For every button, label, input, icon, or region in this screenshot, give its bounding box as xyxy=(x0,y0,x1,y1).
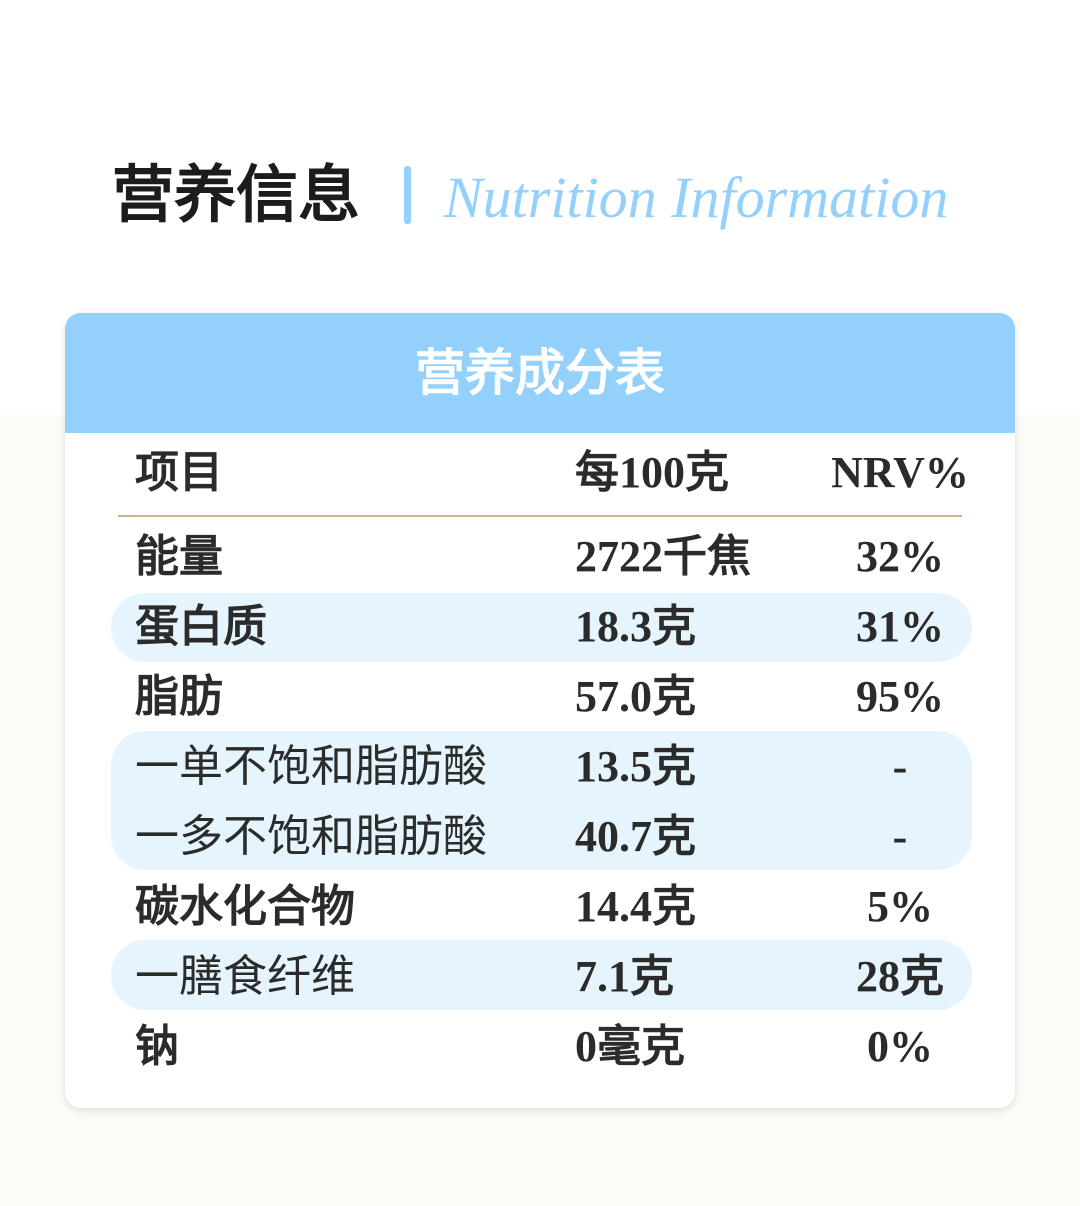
table-cell: 40.7克 xyxy=(575,812,696,861)
table-cell: 5% xyxy=(867,882,933,931)
table-cell: 7.1克 xyxy=(575,952,674,1001)
table-cell: 31% xyxy=(856,602,944,651)
header-rule xyxy=(118,515,962,517)
column-header: 项目 xyxy=(135,448,223,497)
title: 营养信息 xyxy=(112,158,361,231)
table-cell: 13.5克 xyxy=(575,742,696,791)
table-cell: 蛋白质 xyxy=(135,602,267,651)
table-cell: 0% xyxy=(867,1022,933,1071)
table-cell: 0毫克 xyxy=(575,1022,685,1071)
table-cell: 一单不饱和脂肪酸 xyxy=(135,742,487,791)
row-highlight xyxy=(111,593,972,662)
table-cell: 脂肪 xyxy=(135,672,223,721)
column-header: NRV% xyxy=(831,448,969,497)
table-title: 营养成分表 xyxy=(65,313,1015,433)
table-cell: 能量 xyxy=(135,532,223,581)
column-header: 每100克 xyxy=(575,448,729,497)
table-cell: 57.0克 xyxy=(575,672,696,721)
table-cell: 一多不饱和脂肪酸 xyxy=(135,812,487,861)
row-highlight xyxy=(111,731,972,870)
table-cell: 碳水化合物 xyxy=(135,882,355,931)
subtitle: Nutrition Information xyxy=(444,165,949,230)
separator xyxy=(404,166,411,224)
table-cell: 28克 xyxy=(856,952,944,1001)
table-cell: 14.4克 xyxy=(575,882,696,931)
row-highlight xyxy=(111,940,972,1010)
nutrition-card: 营养成分表 项目 每100克 NRV% 能量 2722千焦 32% 蛋白质 18.3克 31% 脂… xyxy=(65,313,1015,1108)
table-cell: - xyxy=(892,742,908,791)
table-cell: 32% xyxy=(856,532,944,581)
table-cell: 95% xyxy=(856,672,944,721)
table-cell: 钠 xyxy=(135,1022,179,1071)
table-cell: 一膳食纤维 xyxy=(135,952,355,1001)
table-cell: 2722千焦 xyxy=(575,532,751,581)
table-cell: - xyxy=(892,812,908,861)
table-cell: 18.3克 xyxy=(575,602,696,651)
